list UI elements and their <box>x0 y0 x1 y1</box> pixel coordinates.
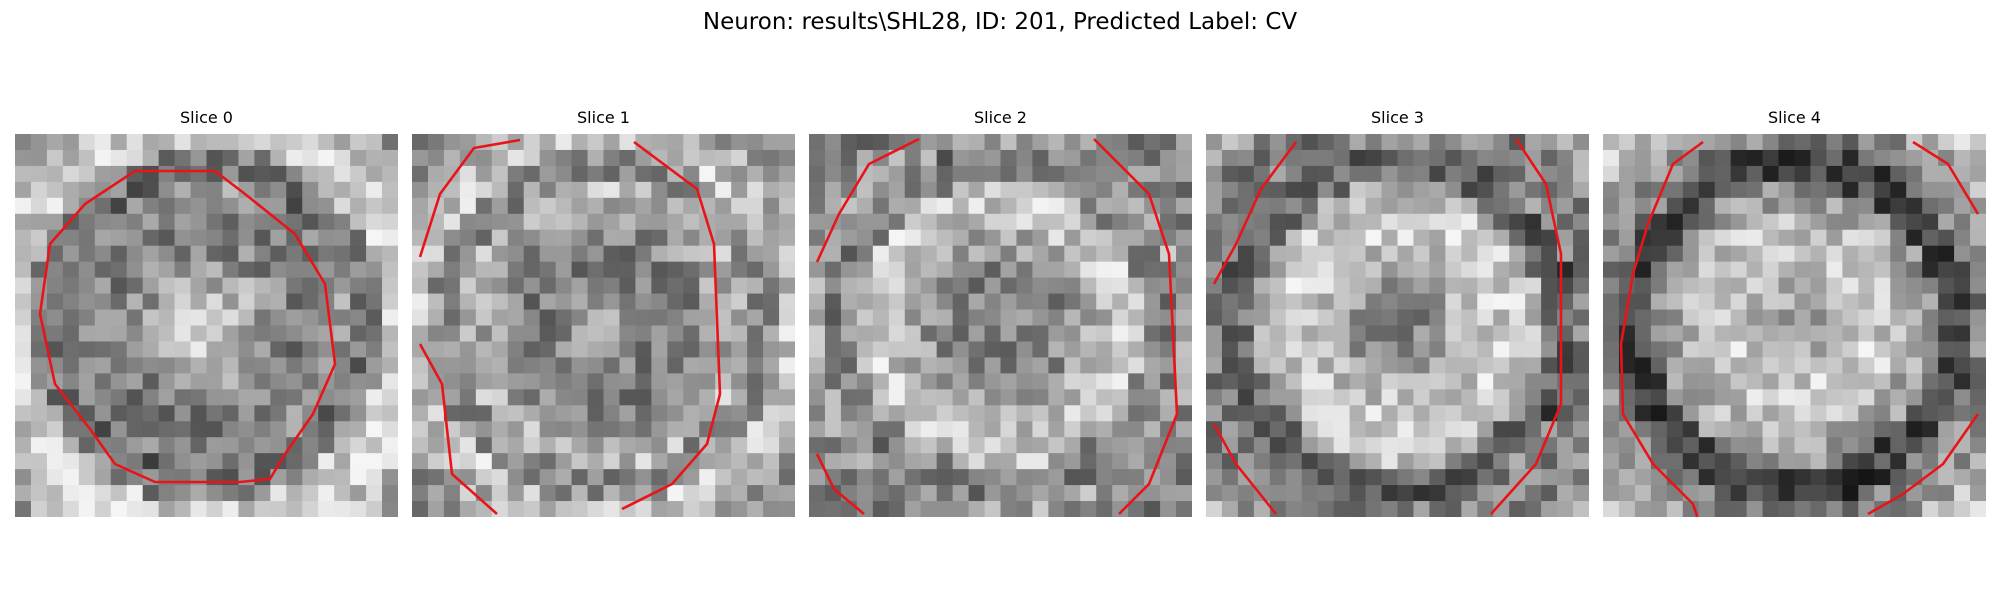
segmentation-contour <box>1212 141 1298 285</box>
pixel-grid <box>15 134 398 517</box>
segmentation-contour <box>1912 140 1980 215</box>
segmentation-contour <box>1093 138 1179 515</box>
pixel-grid <box>1603 134 1986 517</box>
segmentation-contour <box>815 137 920 263</box>
slice-panel-4: Slice 4 <box>1603 108 1986 517</box>
slice-title: Slice 2 <box>974 108 1027 127</box>
segmentation-contour <box>38 169 337 484</box>
slice-image <box>412 134 795 517</box>
segmentation-contour <box>1619 140 1704 517</box>
slice-image <box>1603 134 1986 517</box>
segmentation-contour <box>815 453 865 515</box>
segmentation-contour <box>418 138 521 258</box>
slice-image <box>15 134 398 517</box>
slice-panel-3: Slice 3 <box>1206 108 1589 517</box>
slice-title: Slice 3 <box>1371 108 1424 127</box>
pixel-grid <box>412 134 795 517</box>
segmentation-contour <box>621 140 722 511</box>
slice-title: Slice 4 <box>1768 108 1821 127</box>
segmentation-contour <box>418 343 498 515</box>
segmentation-contour <box>1212 423 1278 515</box>
pixel-grid <box>1206 134 1589 517</box>
figure-title: Neuron: results\SHL28, ID: 201, Predicte… <box>702 9 1298 35</box>
slice-title: Slice 0 <box>180 108 233 127</box>
slice-image <box>809 134 1192 517</box>
segmentation-contour <box>1490 138 1563 515</box>
segmentation-contour <box>1867 413 1980 516</box>
slice-image <box>1206 134 1589 517</box>
slice-title: Slice 1 <box>577 108 630 127</box>
pixel-grid <box>809 134 1192 517</box>
slice-panel-0: Slice 0 <box>15 108 398 517</box>
slice-panel-1: Slice 1 <box>412 108 795 517</box>
slice-panel-2: Slice 2 <box>809 108 1192 517</box>
